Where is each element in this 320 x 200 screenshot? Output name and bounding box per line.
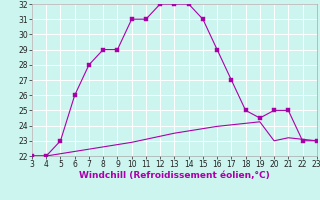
X-axis label: Windchill (Refroidissement éolien,°C): Windchill (Refroidissement éolien,°C) bbox=[79, 171, 270, 180]
